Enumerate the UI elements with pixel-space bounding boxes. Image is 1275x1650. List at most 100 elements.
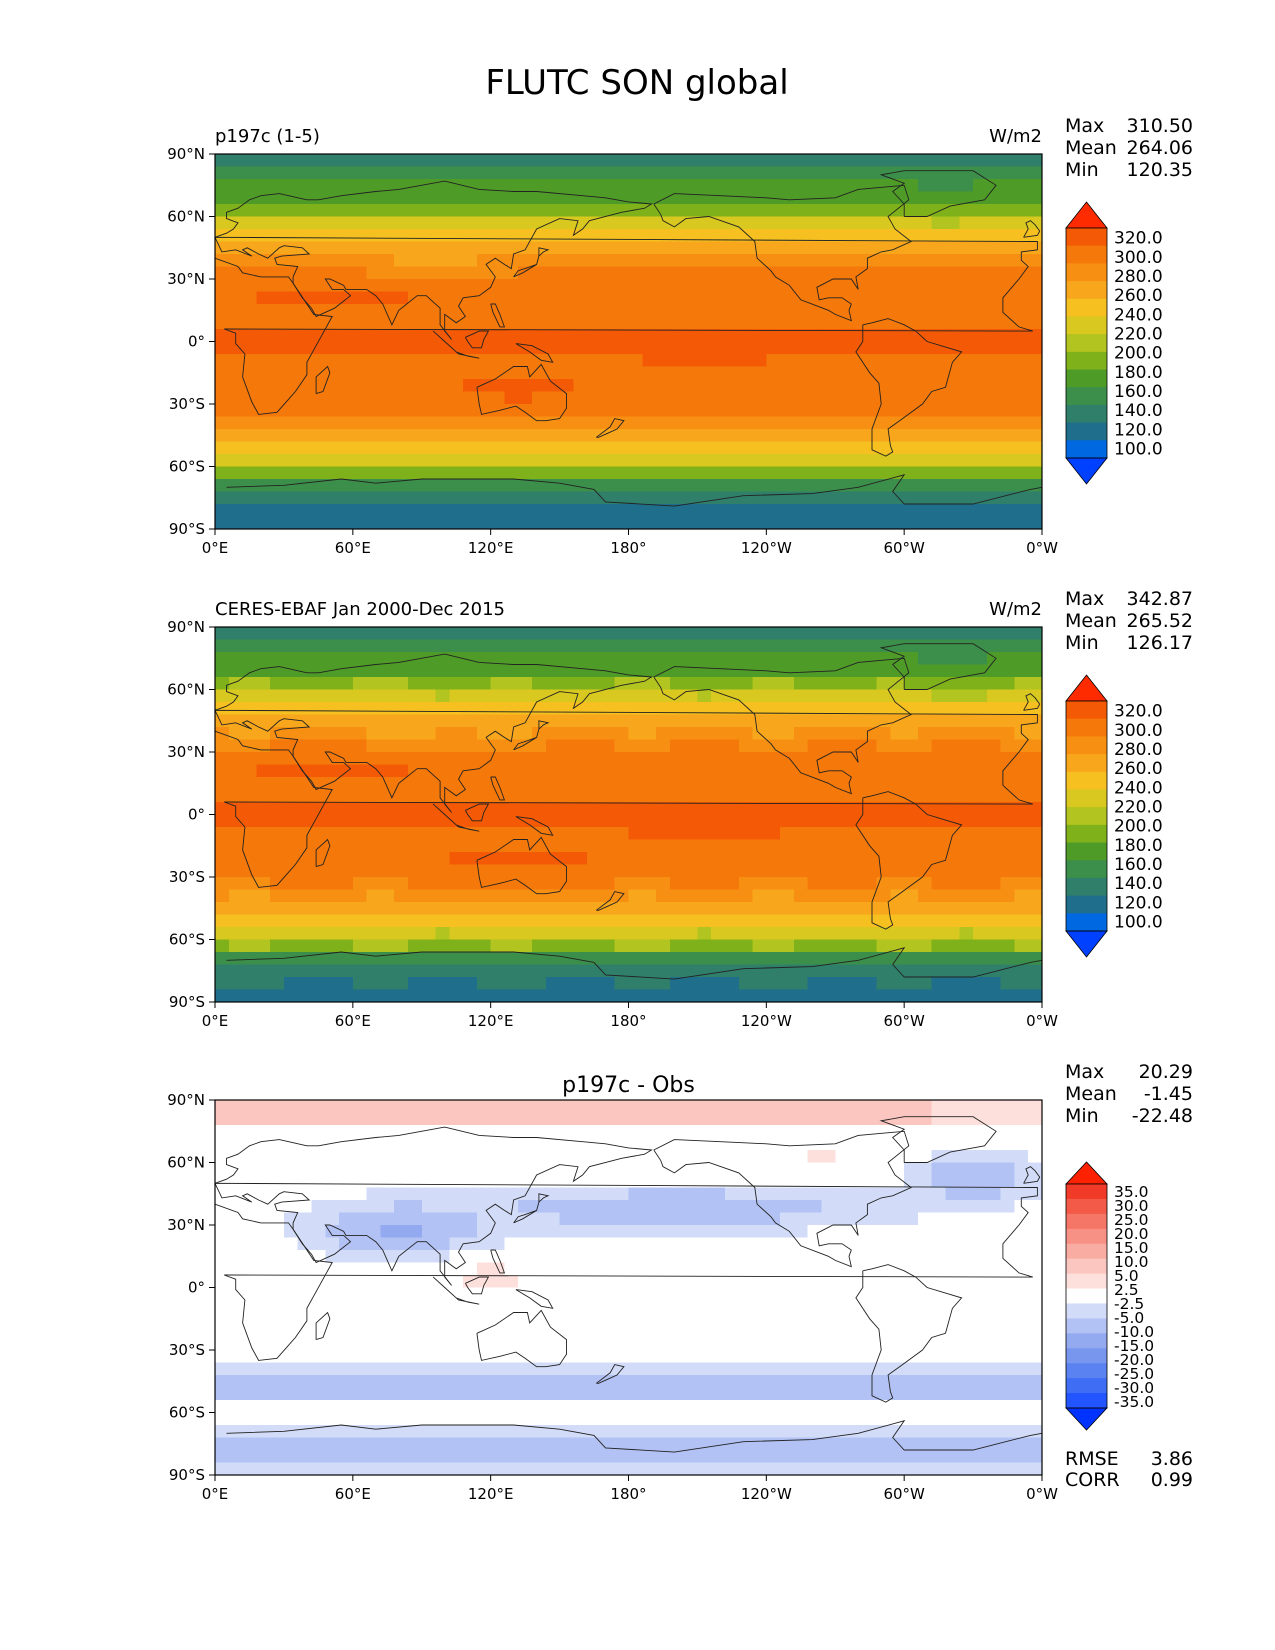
field-cell [917,1300,933,1314]
field-cell [1014,989,1029,1003]
field-cell [752,914,767,928]
field-cell [1028,739,1043,753]
field-cell [904,516,919,530]
field-cell [435,1162,450,1176]
field-cell [697,229,712,243]
field-cell [325,827,340,841]
field-cell [986,689,1002,703]
field-cell [573,254,588,268]
field-cell [917,827,933,841]
field-cell [283,1125,299,1139]
field-cell [849,902,864,916]
field-cell [463,727,478,741]
field-cell [297,341,313,355]
field-cell [242,639,257,653]
field-cell [862,266,878,280]
field-cell [876,1275,891,1289]
field-cell [642,454,657,468]
field-cell [862,764,878,778]
field-cell [945,727,960,741]
field-cell [600,764,616,778]
field-cell [780,466,795,480]
field-cell [862,404,878,418]
field-cell [587,404,602,418]
field-cell [945,927,960,941]
field-cell [435,839,450,853]
field-cell [518,677,533,691]
field-cell [421,154,437,168]
field-cell [352,1237,368,1251]
field-cell [600,739,616,753]
field-cell [835,902,850,916]
field-cell [876,1300,891,1314]
field-cell [945,429,960,443]
field-cell [1014,166,1029,180]
field-cell [862,379,878,393]
field-cell [669,739,685,753]
field-cell [642,677,657,691]
field-cell [917,1162,933,1176]
field-cell [890,441,905,455]
field-cell [573,416,588,430]
field-cell [311,1312,326,1326]
field-cell [283,752,299,766]
field-cell [931,702,947,716]
field-cell [780,254,795,268]
field-cell [986,714,1002,728]
field-cell [283,1262,299,1276]
field-cell [573,1125,588,1139]
field-cell [876,416,891,430]
field-cell [228,1175,244,1189]
field-cell [573,802,588,816]
field-cell [793,889,809,903]
field-cell [835,1125,850,1139]
stat-label: Min [1065,159,1099,181]
field-cell [711,316,726,330]
field-cell [793,354,809,368]
field-cell [407,839,423,853]
field-cell [793,1312,809,1326]
field-cell [504,1337,519,1351]
field-cell [849,777,864,791]
field-cell [380,404,395,418]
field-cell [711,964,726,978]
field-cell [711,902,726,916]
field-cell [683,1225,699,1239]
field-cell [587,266,602,280]
field-cell [600,341,616,355]
field-cell [242,154,257,168]
field-cell [683,1162,699,1176]
field-cell [1028,441,1043,455]
field-cell [656,1225,671,1239]
field-cell [793,639,809,653]
field-cell [766,902,781,916]
field-cell [959,639,974,653]
field-cell [876,166,891,180]
field-cell [339,889,354,903]
field-cell [835,504,850,518]
field-cell [380,739,395,753]
field-cell [711,1300,726,1314]
field-cell [407,416,423,430]
field-cell [793,1262,809,1276]
field-cell [642,1100,657,1114]
field-cell [325,491,340,505]
field-cell [283,664,299,678]
field-cell [917,752,933,766]
field-cell [270,864,285,878]
field-cell [559,1250,574,1264]
field-cell [380,1237,395,1251]
field-cell [724,454,740,468]
field-cell [518,416,533,430]
field-cell [724,279,740,293]
field-cell [242,677,257,691]
field-cell [904,877,919,891]
field-cell [366,229,381,243]
field-cell [228,266,244,280]
field-cell [559,1150,574,1164]
field-cell [366,1200,381,1214]
field-cell [917,341,933,355]
field-cell [669,229,685,243]
field-cell [862,341,878,355]
field-cell [738,652,754,666]
